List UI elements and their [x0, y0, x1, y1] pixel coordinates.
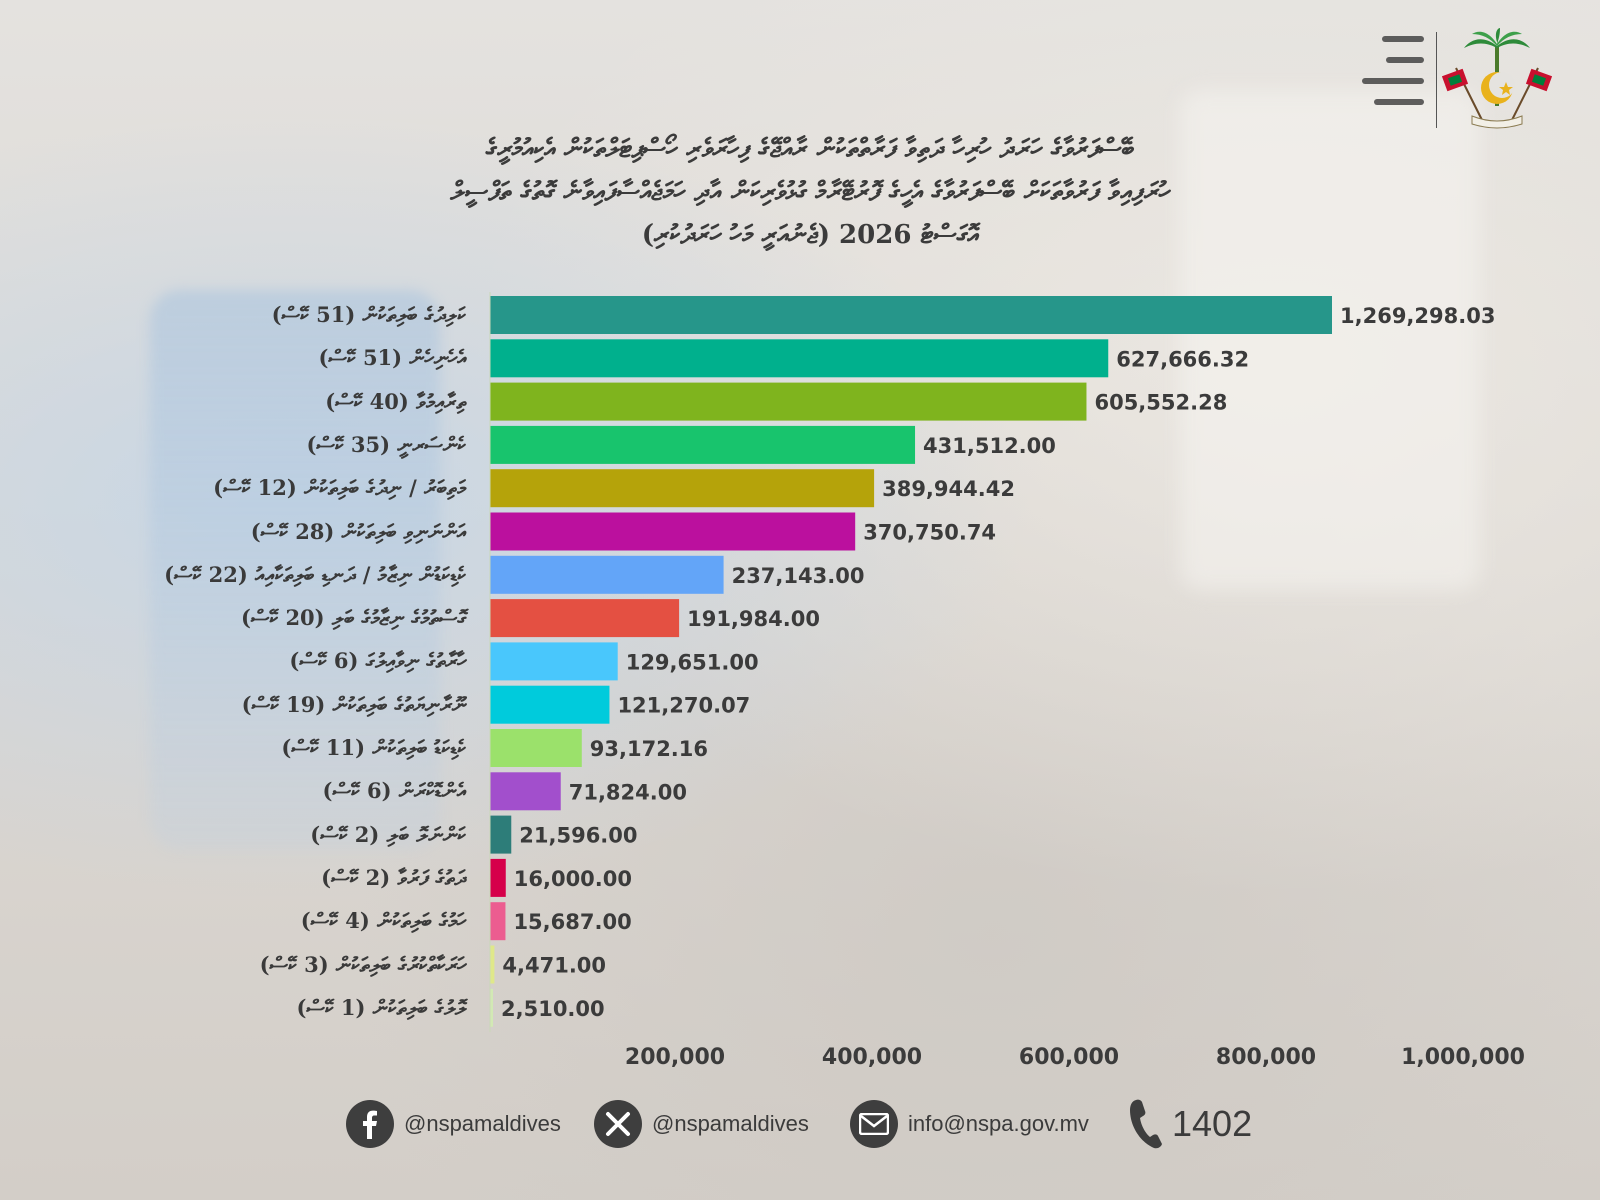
- bar-12: [490, 772, 561, 811]
- title-line-1: ބޭސްފަރުވާގެ ހަރަދު ހުރިހާ ދަތިވާ ފަރާތް…: [485, 134, 1135, 164]
- category-label-14: ދަތުގެ ފަރުވާ (2 ކޭސް): [321, 864, 466, 890]
- facebook-icon: [346, 1100, 394, 1148]
- email-contact[interactable]: info@nspa.gov.mv: [850, 1096, 1089, 1152]
- category-label-11: ކެޑިކަޑު ބަލިތަކުން (11 ކޭސް): [281, 735, 466, 760]
- bar-3: [490, 382, 1087, 421]
- bar-17: [490, 988, 493, 1027]
- title-line-3: އޮގަސްޓު 2026 (ޖެނުއަރީ މަހު ހަރަދުކުރި): [641, 220, 979, 250]
- title-line-2: ހުރަފިއިވާ ފަރުވާތަކަށް ބޭސްފަރުވާގެ އެހ…: [450, 177, 1170, 207]
- value-label-5: 389,944.42: [882, 477, 1015, 501]
- category-label-6: އަންނަނިވި ބަލިތަކުން (28 ކޭސް): [250, 518, 466, 544]
- category-label-1: ކަލިދުގެ ބަލިތަކުން (51 ކޭސް): [271, 302, 466, 327]
- x-tick-label-3: 600,000: [1019, 1045, 1119, 1070]
- bar-6: [490, 512, 856, 551]
- x-tick-label-2: 400,000: [822, 1045, 922, 1070]
- value-label-10: 121,270.07: [617, 694, 750, 718]
- chart-title: ބޭސްފަރުވާގެ ހަރަދު ހުރިހާ ދަތިވާ ފަރާތް…: [300, 128, 1320, 257]
- value-label-12: 71,824.00: [569, 780, 687, 804]
- category-label-16: ހަރަކާތްކުރުގެ ބަލިތަކުން (3 ކޭސް): [259, 951, 466, 977]
- bar-5: [490, 469, 875, 508]
- background-wall: [1180, 90, 1480, 590]
- bar-15: [490, 902, 506, 941]
- coat-of-arms-logo: [1356, 28, 1556, 132]
- category-label-17: ލޮލުގެ ބަލިތަކުން (1 ކޭސް): [296, 994, 466, 1020]
- category-label-4: ކެންސަރނީ (35 ކޭސް): [306, 431, 466, 457]
- value-label-8: 191,984.00: [687, 607, 820, 631]
- phone-contact[interactable]: 1402: [1128, 1096, 1252, 1152]
- bar-16: [490, 945, 495, 984]
- category-label-7: ކެޑިކަޑުން ނިޒާމު / ދަނޑި ބަލިތަކާއިއު (…: [164, 561, 466, 587]
- category-label-3: ތިރާއިމުވާ (40 ކޭސް): [325, 388, 466, 414]
- bar-10: [490, 685, 610, 724]
- value-label-11: 93,172.16: [590, 737, 708, 761]
- value-label-14: 16,000.00: [514, 867, 632, 891]
- bar-2: [490, 339, 1109, 378]
- x-tick-label-5: 1,000,000: [1401, 1045, 1525, 1070]
- bar-9: [490, 642, 618, 681]
- logo-wordmark: [1356, 36, 1424, 120]
- x-tick-label-4: 800,000: [1216, 1045, 1316, 1070]
- x-contact[interactable]: @nspamaldives: [594, 1096, 809, 1152]
- category-label-9: ހާރާތުގެ ނިވާއިލުގަ (6 ކޭސް): [289, 648, 466, 674]
- bar-7: [490, 555, 724, 594]
- background-window: [150, 290, 440, 850]
- value-label-13: 21,596.00: [519, 824, 637, 848]
- category-label-2: އެހެނިހެން (51 ކޭސް): [318, 345, 466, 371]
- emblem-icon: [1442, 28, 1552, 129]
- value-label-7: 237,143.00: [732, 564, 865, 588]
- logo-divider: [1436, 32, 1437, 128]
- category-label-13: ކަންނަލޮ ބަލި (2 ކޭސް): [310, 821, 466, 847]
- category-label-10: ނޫރާނިޔަތުގެ ބަލިތަކުން (19 ކޭސް): [241, 691, 466, 717]
- value-label-4: 431,512.00: [923, 434, 1056, 458]
- facebook-contact[interactable]: @nspamaldives: [346, 1096, 561, 1152]
- phone-icon: [1130, 1099, 1162, 1149]
- bar-8: [490, 599, 680, 638]
- x-handle: @nspamaldives: [652, 1111, 809, 1136]
- value-label-16: 4,471.00: [502, 954, 606, 978]
- email-address: info@nspa.gov.mv: [908, 1111, 1089, 1136]
- x-icon: [594, 1100, 642, 1148]
- bar-4: [490, 425, 916, 464]
- bar-11: [490, 729, 582, 767]
- value-label-15: 15,687.00: [513, 910, 631, 934]
- bar-13: [490, 815, 512, 854]
- category-label-12: އެންޑޮކްރަން (6 ކޭސް): [322, 778, 466, 804]
- phone-number: 1402: [1172, 1103, 1253, 1144]
- value-label-6: 370,750.74: [863, 521, 996, 545]
- category-label-5: މަތިބަރު / ނިދުގެ ބަލިތަކުން (12 ކޭސް): [213, 475, 466, 501]
- category-label-8: ގޮސްތުމުގެ ނިޒާމުގެ ބަލި (20 ކޭސް): [240, 605, 466, 631]
- email-icon: [850, 1100, 898, 1148]
- bar-14: [490, 858, 506, 897]
- value-label-9: 129,651.00: [626, 650, 759, 674]
- value-label-17: 2,510.00: [501, 997, 605, 1021]
- category-label-15: ހަމުގެ ބަލިތަކުން (4 ކޭސް): [300, 908, 466, 934]
- x-tick-label-1: 200,000: [625, 1045, 725, 1070]
- facebook-handle: @nspamaldives: [404, 1111, 561, 1136]
